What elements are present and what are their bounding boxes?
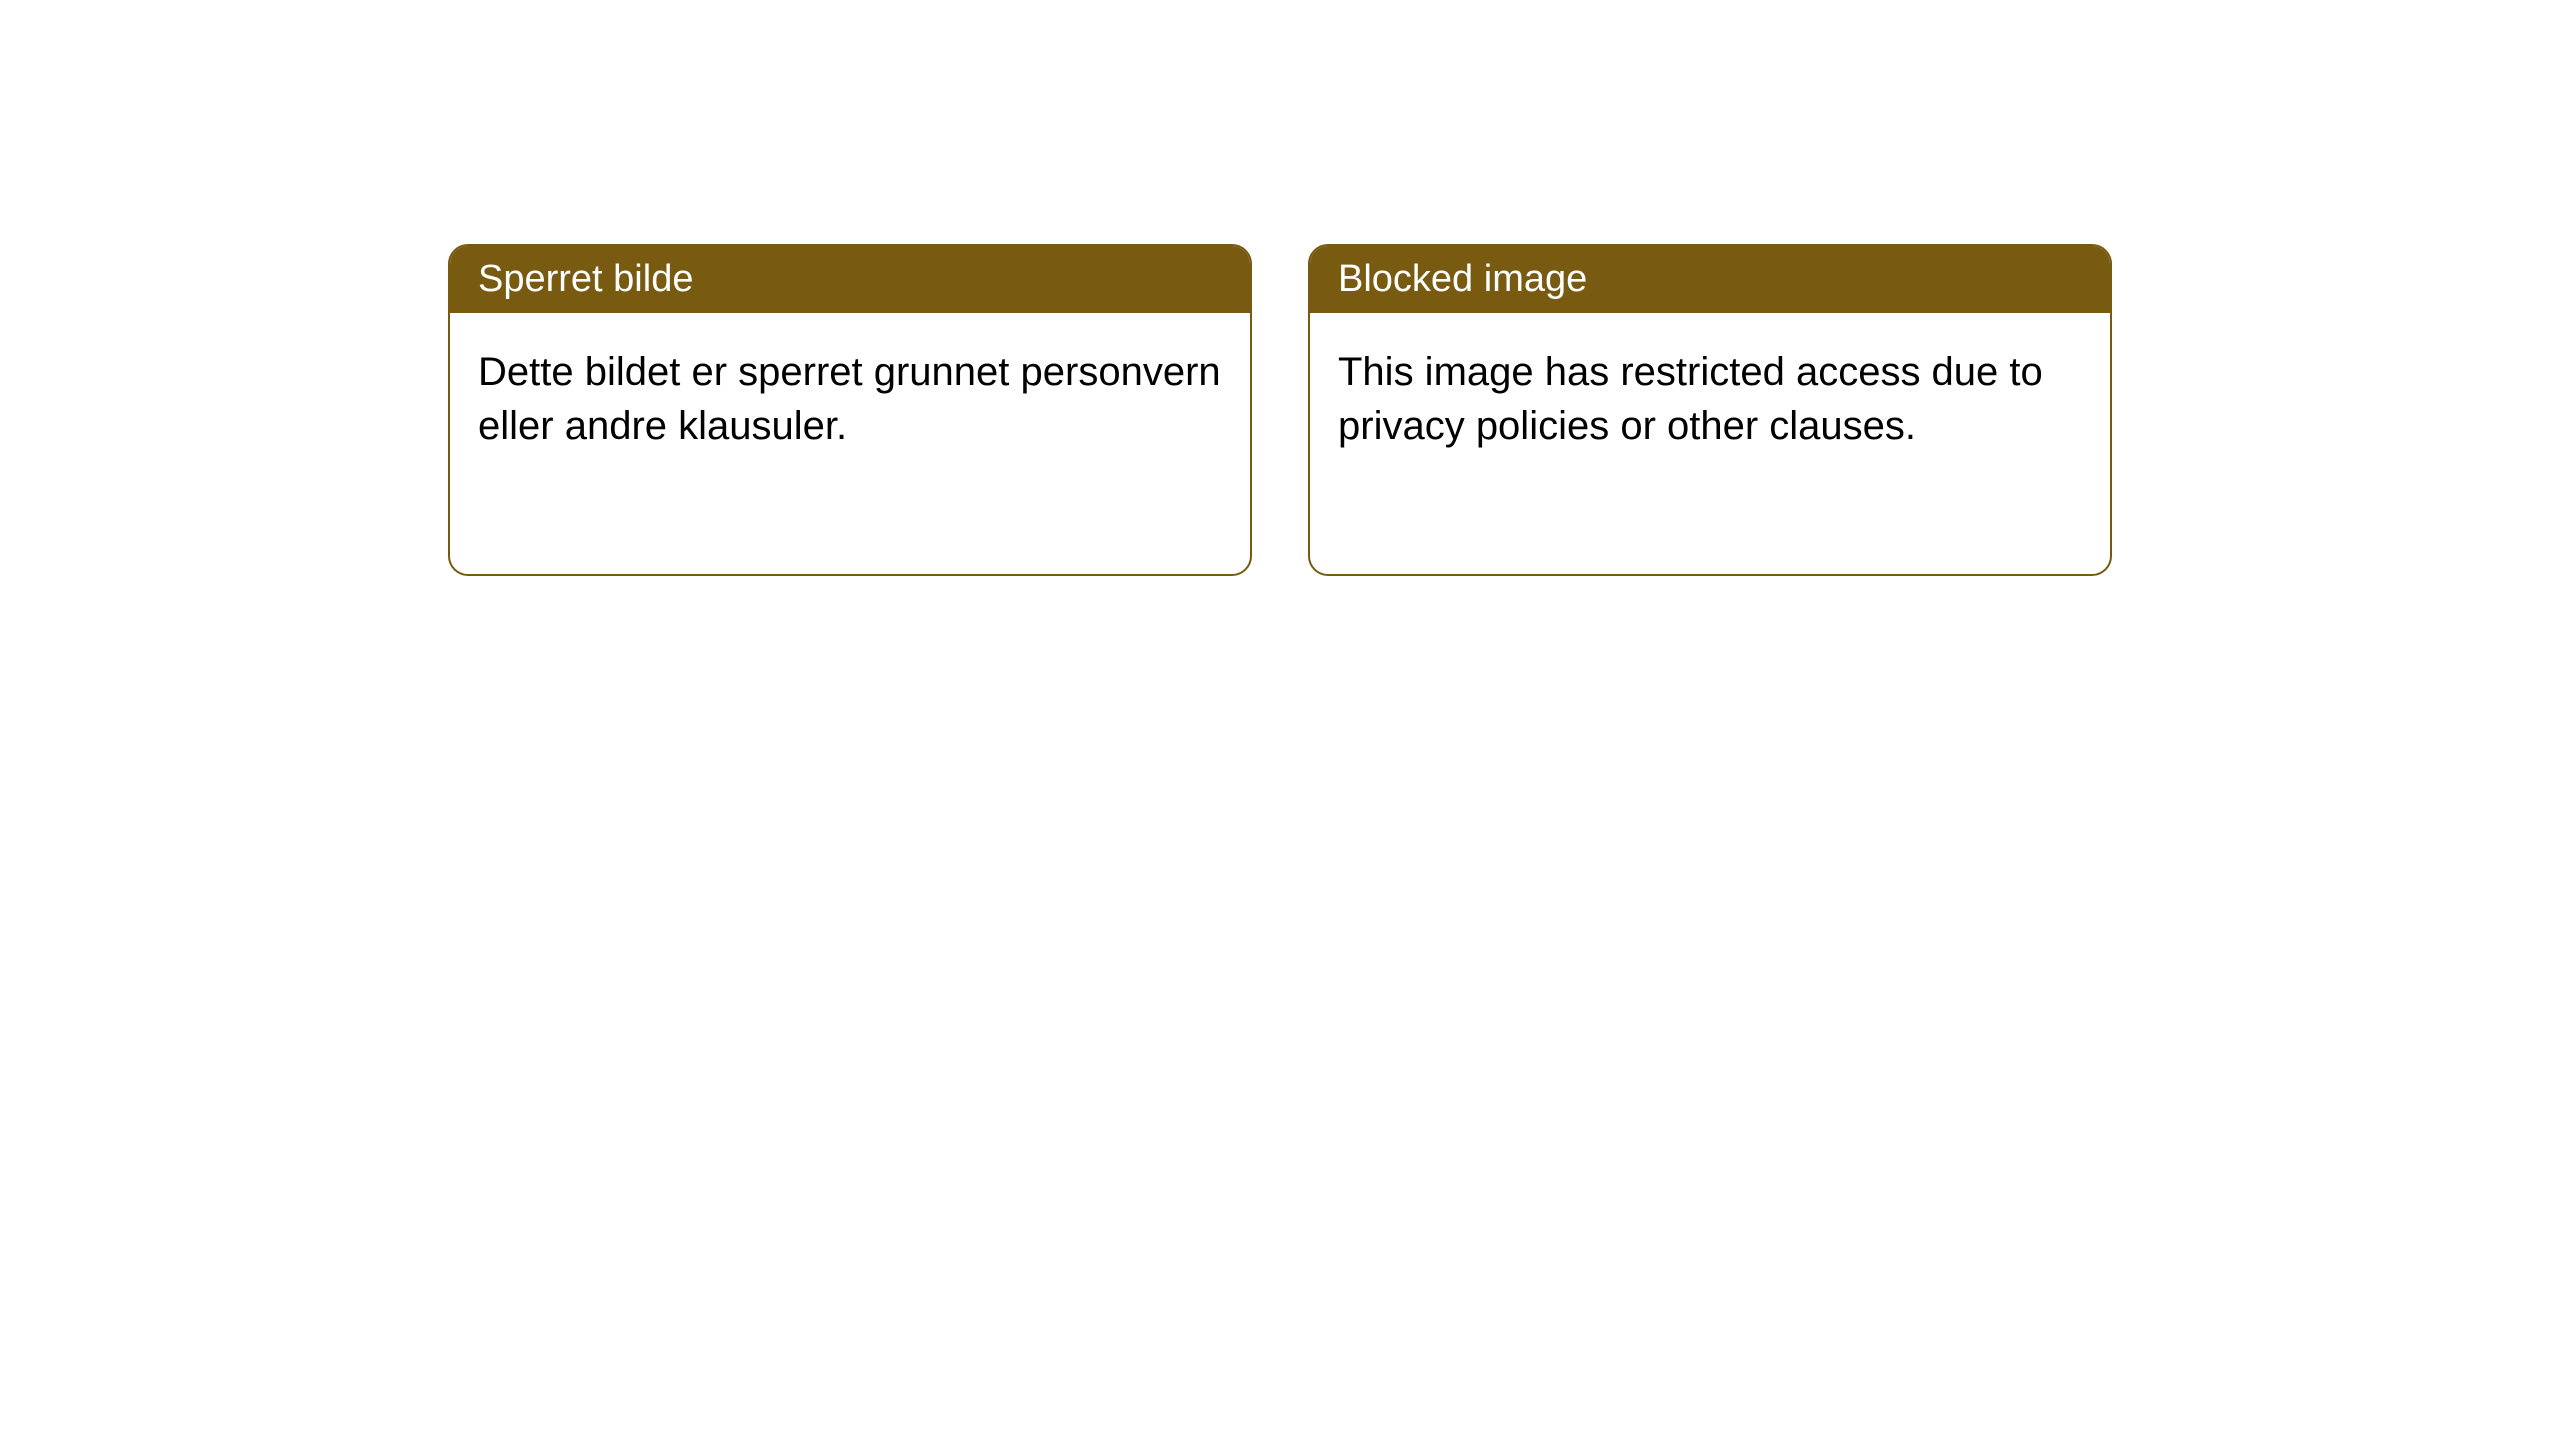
card-header: Blocked image xyxy=(1310,246,2110,313)
card-title: Blocked image xyxy=(1338,258,1587,300)
card-header: Sperret bilde xyxy=(450,246,1250,313)
notice-container: Sperret bilde Dette bildet er sperret gr… xyxy=(0,0,2560,576)
blocked-image-card-no: Sperret bilde Dette bildet er sperret gr… xyxy=(448,244,1252,576)
card-body: Dette bildet er sperret grunnet personve… xyxy=(450,313,1250,485)
card-message: This image has restricted access due to … xyxy=(1338,350,2043,448)
blocked-image-card-en: Blocked image This image has restricted … xyxy=(1308,244,2112,576)
card-body: This image has restricted access due to … xyxy=(1310,313,2110,485)
card-title: Sperret bilde xyxy=(478,258,693,300)
card-message: Dette bildet er sperret grunnet personve… xyxy=(478,350,1221,448)
